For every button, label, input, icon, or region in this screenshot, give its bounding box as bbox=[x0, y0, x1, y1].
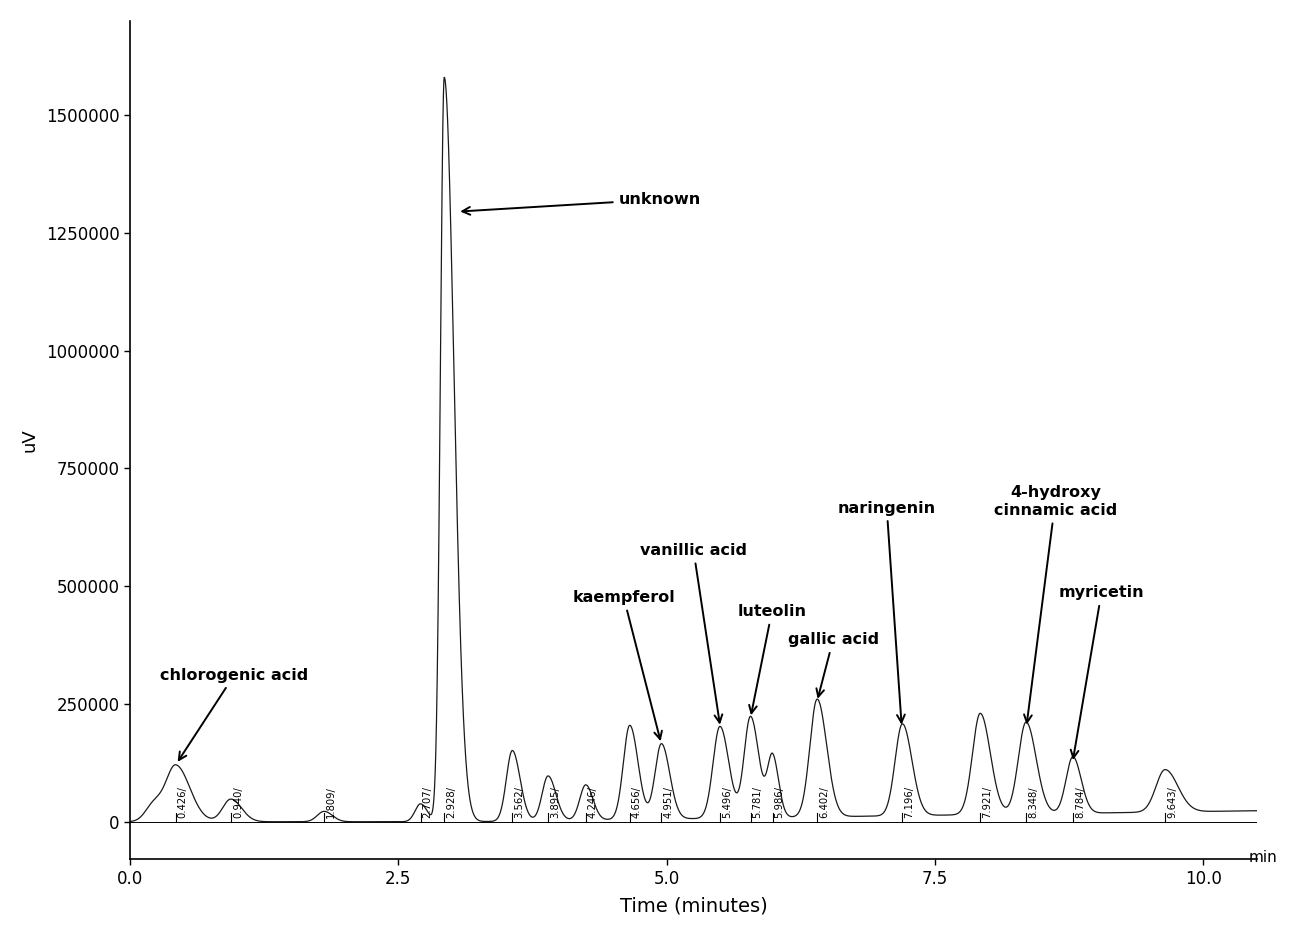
Text: unknown: unknown bbox=[462, 192, 700, 214]
Text: 5.986/: 5.986/ bbox=[774, 786, 785, 818]
Text: 8.784/: 8.784/ bbox=[1076, 786, 1085, 818]
Text: 7.196/: 7.196/ bbox=[904, 786, 914, 818]
Text: 3.895/: 3.895/ bbox=[551, 786, 560, 818]
Text: 4.951/: 4.951/ bbox=[664, 786, 674, 818]
Text: 0.426/: 0.426/ bbox=[178, 786, 188, 818]
Text: 1.809/: 1.809/ bbox=[326, 786, 336, 818]
Text: 8.348/: 8.348/ bbox=[1029, 786, 1038, 818]
Text: 0.940/: 0.940/ bbox=[233, 786, 243, 818]
X-axis label: Time (minutes): Time (minutes) bbox=[620, 896, 768, 915]
Text: 3.562/: 3.562/ bbox=[514, 786, 525, 818]
Text: 7.921/: 7.921/ bbox=[982, 786, 992, 818]
Text: gallic acid: gallic acid bbox=[787, 633, 878, 696]
Text: 6.402/: 6.402/ bbox=[820, 786, 829, 818]
Text: 9.643/: 9.643/ bbox=[1168, 786, 1177, 818]
Text: min: min bbox=[1248, 850, 1277, 865]
Text: vanillic acid: vanillic acid bbox=[640, 543, 747, 723]
Text: 4.656/: 4.656/ bbox=[631, 786, 642, 818]
Text: 4-hydroxy
cinnamic acid: 4-hydroxy cinnamic acid bbox=[994, 486, 1117, 723]
Text: kaempferol: kaempferol bbox=[573, 590, 675, 739]
Text: 2.707/: 2.707/ bbox=[422, 786, 433, 818]
Text: naringenin: naringenin bbox=[838, 501, 935, 723]
Text: myricetin: myricetin bbox=[1059, 585, 1144, 758]
Text: luteolin: luteolin bbox=[738, 604, 807, 713]
Text: 5.496/: 5.496/ bbox=[722, 786, 733, 818]
Text: 5.781/: 5.781/ bbox=[752, 786, 763, 818]
Text: 2.928/: 2.928/ bbox=[447, 786, 456, 818]
Text: 4.246/: 4.246/ bbox=[588, 786, 598, 818]
Y-axis label: uV: uV bbox=[21, 429, 39, 452]
Text: chlorogenic acid: chlorogenic acid bbox=[160, 667, 308, 760]
